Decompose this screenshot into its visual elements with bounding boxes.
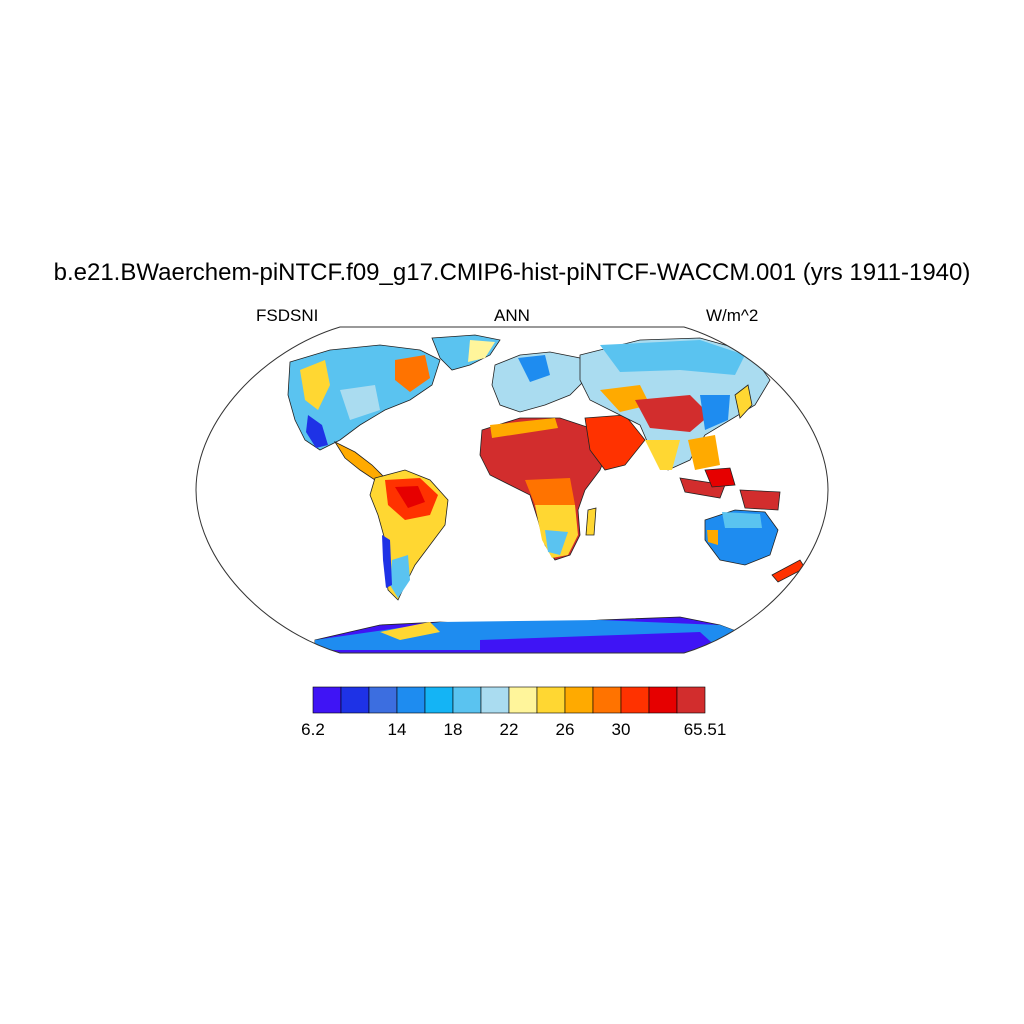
land-new-zealand (771, 559, 806, 583)
colorbar-tick-label: 65.51 (683, 720, 727, 739)
land-fields (287, 334, 806, 653)
field-antarctica-interior (480, 632, 720, 653)
field-na-east (395, 355, 430, 392)
field-southeast-asia (688, 435, 720, 470)
land-indonesia-2 (704, 467, 736, 488)
colorbar-tick-label: 22 (499, 720, 519, 739)
field-tibet (635, 395, 710, 432)
colorbar-box (312, 686, 342, 714)
land-japan (734, 384, 753, 419)
land-madagascar (585, 507, 597, 536)
field-greenland-east (468, 340, 495, 362)
colorbar-tick-label: 6.2 (301, 720, 325, 739)
land-europe (491, 351, 586, 413)
colorbar (312, 686, 706, 714)
colorbar-tick-label: 30 (611, 720, 631, 739)
field-africa-cape (545, 530, 568, 555)
field-siberia (600, 340, 745, 375)
colorbar-box (396, 686, 426, 714)
field-china-east (700, 395, 730, 430)
colorbar-box (424, 686, 454, 714)
field-amazon-core (395, 486, 425, 508)
field-antarctic-peninsula (380, 622, 440, 640)
field-scandinavia (518, 355, 550, 382)
field-na-west (300, 360, 330, 410)
colorbar-box (620, 686, 650, 714)
land-greenland (431, 334, 501, 371)
units-label: W/m^2 (706, 306, 759, 325)
map-outline (195, 326, 829, 654)
field-sa-south (390, 555, 410, 598)
plot-title: b.e21.BWaerchem-piNTCF.f09_g17.CMIP6-his… (53, 259, 971, 286)
colorbar-box (592, 686, 622, 714)
field-andes (382, 535, 392, 588)
field-north-africa-coast (490, 418, 558, 438)
season-label: ANN (494, 306, 530, 325)
field-na-coast (306, 415, 328, 448)
field-africa-central (525, 478, 575, 505)
colorbar-box (368, 686, 398, 714)
field-australia-southwest (707, 530, 718, 545)
field-central-asia (600, 385, 650, 412)
colorbar-box (648, 686, 678, 714)
colorbar-tick-label: 18 (443, 720, 463, 739)
land-new-guinea (739, 489, 781, 511)
colorbar-box (676, 686, 706, 714)
colorbar-tick-label: 14 (387, 720, 407, 739)
colorbar-box (340, 686, 370, 714)
variable-label: FSDSNI (256, 306, 319, 325)
colorbar-box (480, 686, 510, 714)
field-na-center (340, 385, 380, 420)
colorbar-box (452, 686, 482, 714)
colorbar-box (564, 686, 594, 714)
colorbar-tick-label: 26 (555, 720, 575, 739)
field-australia-north (722, 512, 762, 528)
colorbar-box (536, 686, 566, 714)
colorbar-box (508, 686, 538, 714)
field-india (645, 440, 680, 470)
land-central-america (333, 441, 386, 483)
